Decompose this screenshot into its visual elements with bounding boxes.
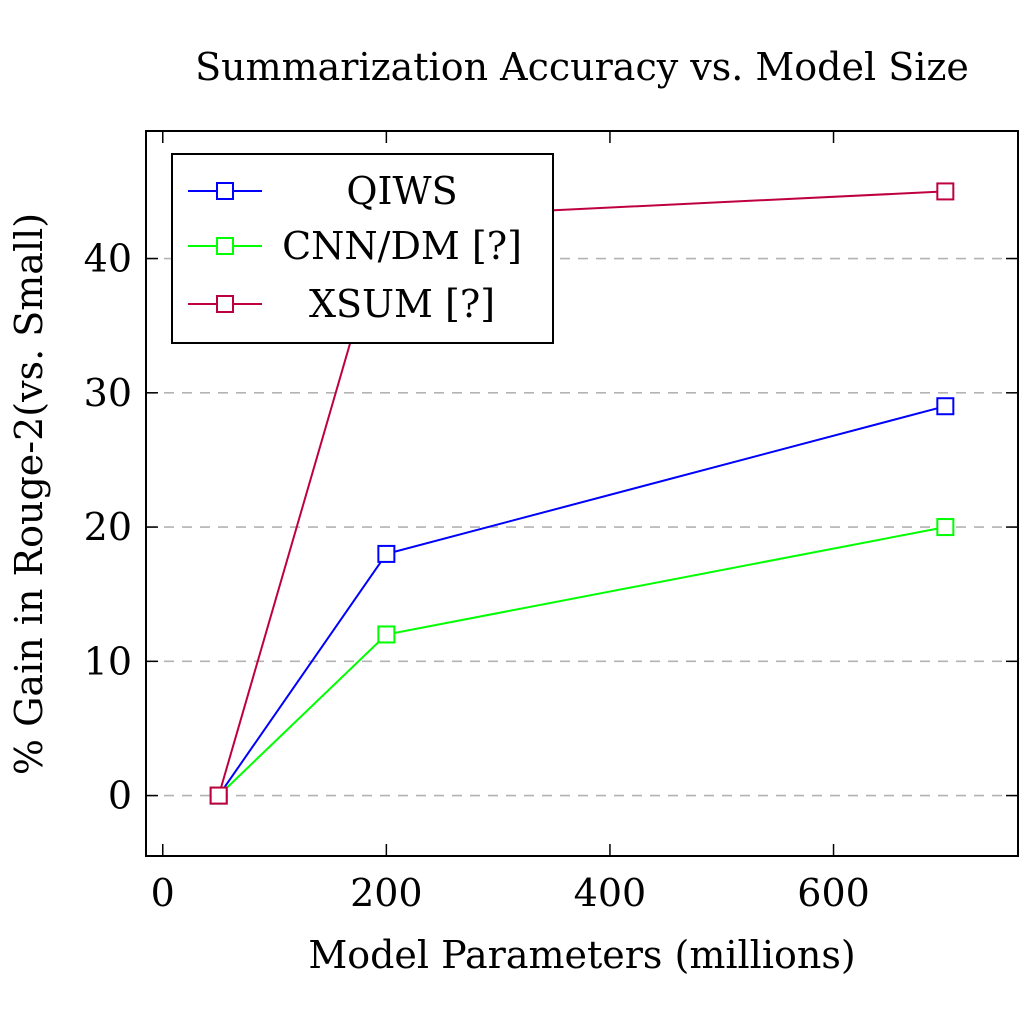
data-point	[936, 397, 955, 416]
legend-label: XSUM [?]	[309, 282, 495, 326]
y-tick-label: 10	[84, 639, 132, 683]
x-tick-label: 600	[797, 871, 870, 915]
data-point	[209, 786, 228, 805]
plot-frame	[145, 130, 1019, 857]
y-axis-label: % Gain in Rouge-2(vs. Small)	[7, 213, 51, 775]
legend-label: CNN/DM [?]	[282, 224, 522, 268]
legend-marker	[216, 237, 234, 255]
legend-marker	[216, 295, 234, 313]
data-point	[936, 182, 955, 201]
legend-label: QIWS	[346, 169, 457, 213]
series-0	[209, 397, 955, 805]
x-axis-label: Model Parameters (millions)	[308, 933, 855, 977]
chart-title: Summarization Accuracy vs. Model Size	[195, 45, 969, 89]
data-point	[936, 518, 955, 537]
legend: QIWS CNN/DM [?] XSUM [?]	[171, 153, 554, 344]
legend-marker	[216, 182, 234, 200]
data-point	[377, 544, 396, 563]
y-tick-label: 30	[84, 371, 132, 415]
y-tick-label: 20	[84, 505, 132, 549]
x-tick-label: 400	[574, 871, 647, 915]
y-tick-label: 40	[84, 237, 132, 281]
x-tick-label: 200	[350, 871, 423, 915]
series-line	[217, 405, 946, 797]
legend-entries: QIWS CNN/DM [?] XSUM [?]	[188, 169, 522, 326]
legend-box	[171, 153, 554, 344]
data-point	[377, 625, 396, 644]
y-tick-label: 0	[108, 774, 132, 818]
x-tick-label: 0	[151, 871, 175, 915]
